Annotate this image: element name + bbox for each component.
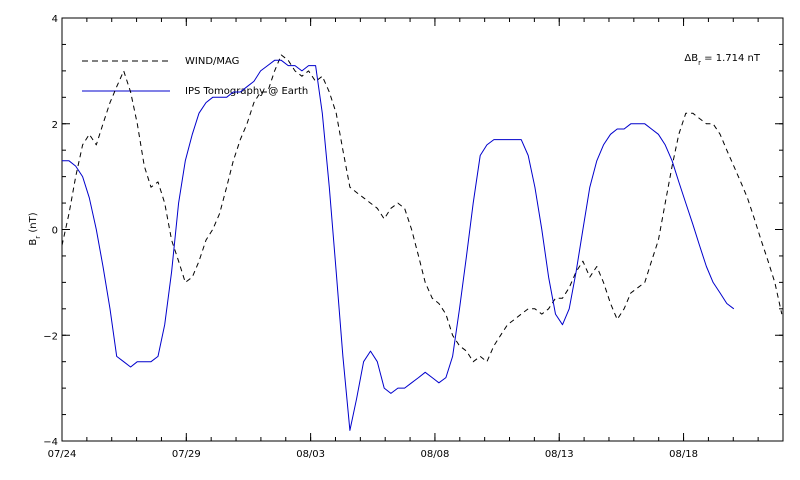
legend: WIND/MAG IPS Tomography @ Earth (82, 56, 308, 97)
legend-label-wind-mag: WIND/MAG (185, 56, 239, 67)
series-line-ips-tomography-earth (62, 59, 735, 431)
axis-ticks: 07/24 07/29 08/03 08/08 08/13 08/18 −4 −2 0 2 4 (43, 14, 784, 460)
y-axis-label: Br (nT) (28, 212, 42, 245)
x-tick-label-0: 07/24 (48, 449, 77, 460)
x-tick-label-5: 08/18 (669, 449, 698, 460)
delta-br-rest: = 1.714 nT (701, 53, 761, 64)
x-tick-label-1: 07/29 (172, 449, 201, 460)
series-layer (61, 54, 783, 431)
y-tick-label-3: 2 (52, 120, 58, 131)
series-line-wind-mag (61, 54, 783, 363)
y-axis-label-unit: (nT) (28, 212, 39, 236)
delta-br-main: ΔB (684, 53, 698, 64)
y-tick-label-4: 4 (52, 14, 58, 25)
y-axis-label-main: B (28, 239, 39, 246)
y-tick-label-1: −2 (43, 331, 58, 342)
delta-br-sub: r (698, 59, 701, 67)
x-tick-label-4: 08/13 (545, 449, 574, 460)
x-tick-label-2: 08/03 (296, 449, 325, 460)
plot-frame (61, 17, 784, 442)
legend-label-ips-tomography: IPS Tomography @ Earth (185, 86, 308, 97)
y-tick-label-2: 0 (52, 226, 58, 237)
y-tick-label-0: −4 (43, 437, 58, 448)
x-tick-label-3: 08/08 (421, 449, 450, 460)
delta-br-annotation: ΔBr = 1.714 nT (684, 53, 760, 67)
y-axis-label-sub: r (34, 236, 42, 239)
